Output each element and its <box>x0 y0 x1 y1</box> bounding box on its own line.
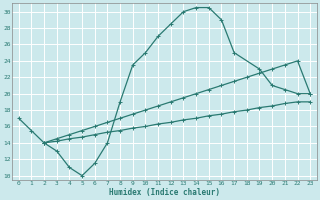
X-axis label: Humidex (Indice chaleur): Humidex (Indice chaleur) <box>109 188 220 197</box>
